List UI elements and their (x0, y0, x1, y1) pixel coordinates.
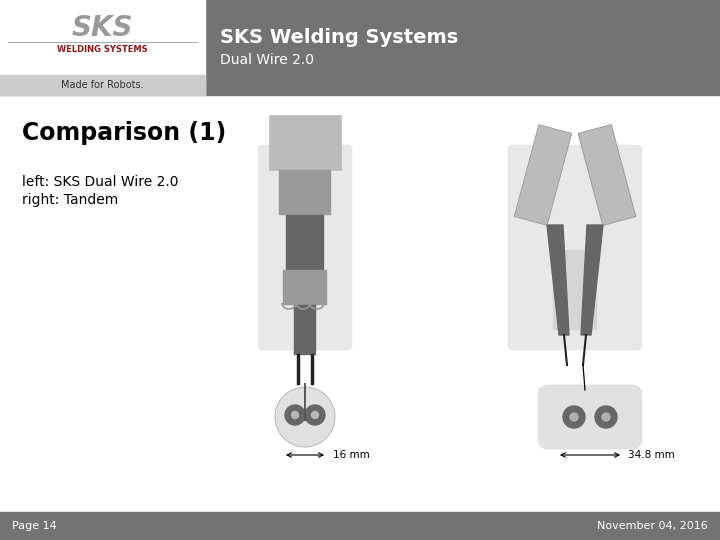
Text: 34.8 mm: 34.8 mm (628, 450, 675, 460)
Polygon shape (581, 225, 603, 335)
Circle shape (305, 405, 325, 425)
Bar (286, 215, 324, 270)
Text: Dual Wire 2.0: Dual Wire 2.0 (220, 52, 314, 66)
Polygon shape (514, 125, 572, 225)
Polygon shape (578, 125, 636, 225)
Bar (553, 250, 597, 330)
Text: WELDING SYSTEMS: WELDING SYSTEMS (57, 45, 148, 54)
Bar (0, 0, 205, 95)
Circle shape (570, 413, 578, 421)
FancyBboxPatch shape (508, 145, 642, 350)
Circle shape (563, 406, 585, 428)
Bar (294, 305, 316, 355)
Text: Comparison (1): Comparison (1) (22, 121, 226, 145)
Text: left: SKS Dual Wire 2.0: left: SKS Dual Wire 2.0 (22, 175, 179, 189)
Circle shape (602, 413, 610, 421)
FancyBboxPatch shape (538, 385, 642, 449)
FancyBboxPatch shape (258, 145, 352, 350)
Circle shape (275, 387, 335, 447)
Text: 16 mm: 16 mm (333, 450, 370, 460)
Circle shape (595, 406, 617, 428)
Bar (269, 115, 341, 170)
Circle shape (312, 411, 318, 418)
Text: right: Tandem: right: Tandem (22, 193, 118, 207)
Circle shape (285, 405, 305, 425)
Text: Made for Robots.: Made for Robots. (61, 80, 144, 90)
Text: Page 14: Page 14 (12, 521, 57, 531)
Bar (0, 512, 720, 540)
Bar (279, 170, 331, 215)
Bar (0, 75, 205, 95)
Text: SKS Welding Systems: SKS Welding Systems (220, 28, 458, 47)
Bar (283, 270, 327, 305)
Circle shape (292, 411, 299, 418)
Text: November 04, 2016: November 04, 2016 (598, 521, 708, 531)
Polygon shape (547, 225, 569, 335)
Bar (0, 0, 720, 95)
Text: SKS: SKS (72, 14, 133, 42)
